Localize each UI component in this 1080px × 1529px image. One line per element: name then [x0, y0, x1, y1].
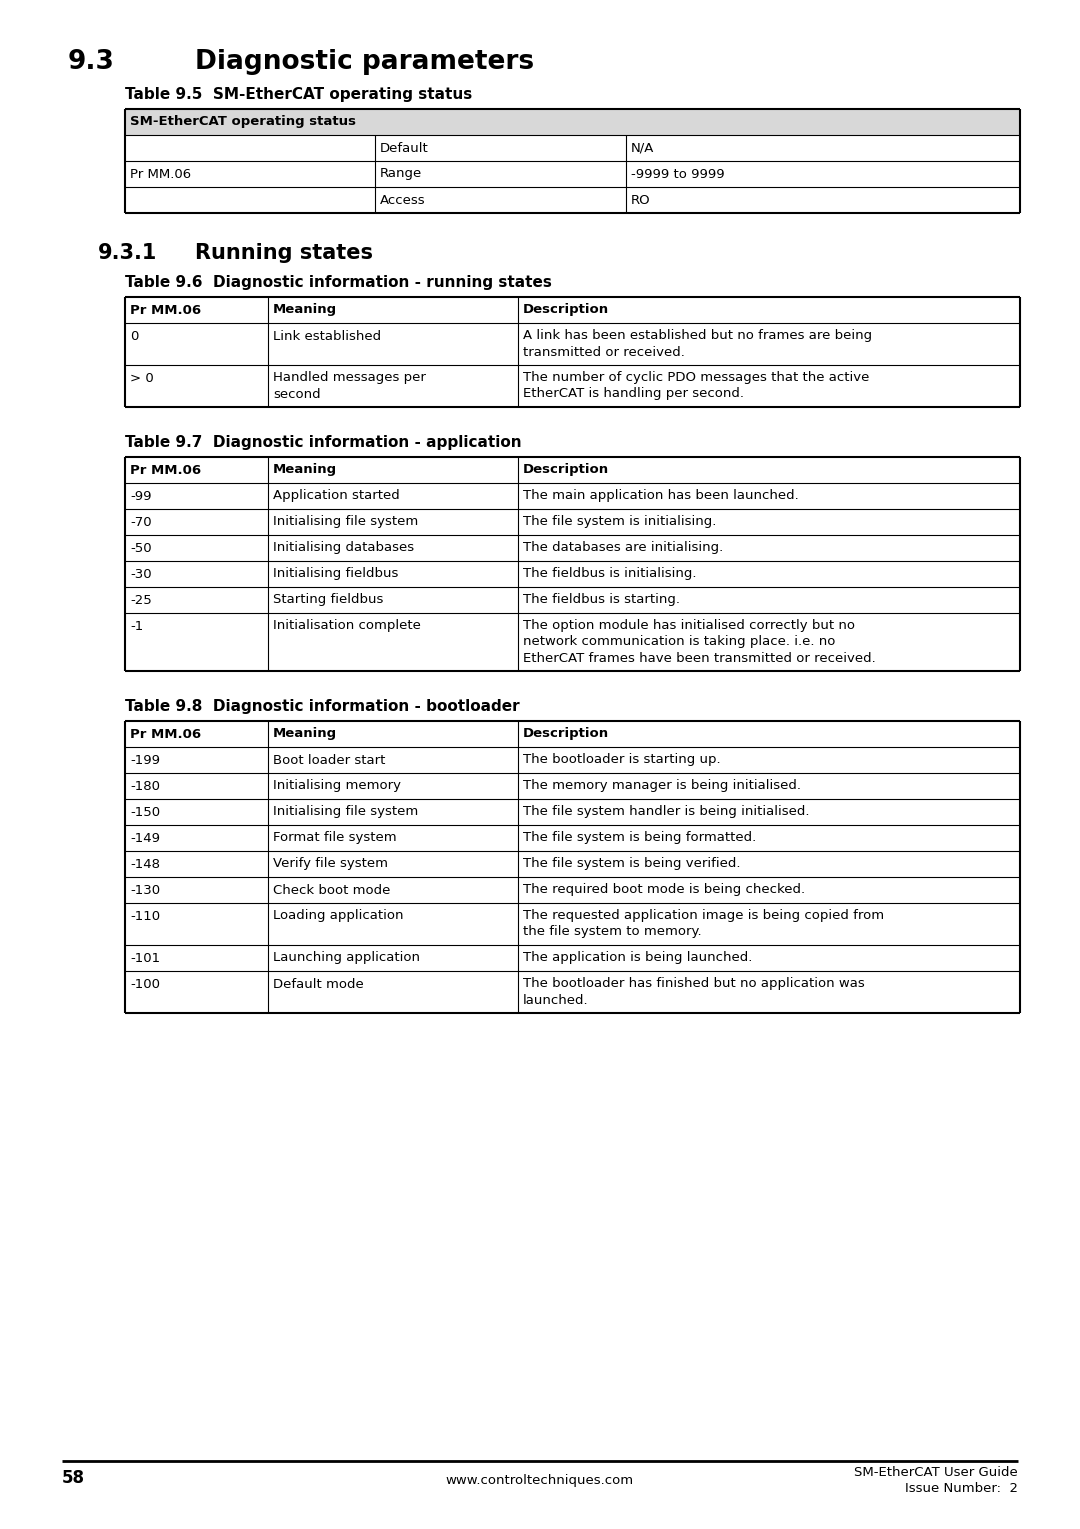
Text: -25: -25 — [130, 593, 152, 607]
Text: Table 9.8  Diagnostic information - bootloader: Table 9.8 Diagnostic information - bootl… — [125, 699, 519, 714]
Text: Description: Description — [523, 728, 609, 740]
Text: Initialising memory: Initialising memory — [273, 780, 401, 792]
Text: The databases are initialising.: The databases are initialising. — [523, 541, 724, 555]
Text: The option module has initialised correctly but no: The option module has initialised correc… — [523, 619, 855, 633]
Text: > 0: > 0 — [130, 372, 153, 384]
Text: The main application has been launched.: The main application has been launched. — [523, 489, 799, 503]
Text: Format file system: Format file system — [273, 832, 396, 844]
Text: -1: -1 — [130, 619, 144, 633]
Text: Description: Description — [523, 303, 609, 317]
Text: The bootloader has finished but no application was: The bootloader has finished but no appli… — [523, 977, 865, 991]
Text: second: second — [273, 387, 321, 401]
Text: EtherCAT is handling per second.: EtherCAT is handling per second. — [523, 387, 744, 401]
Text: N/A: N/A — [631, 142, 654, 154]
Text: the file system to memory.: the file system to memory. — [523, 925, 702, 939]
Text: Table 9.6  Diagnostic information - running states: Table 9.6 Diagnostic information - runni… — [125, 275, 552, 291]
Text: -101: -101 — [130, 951, 160, 965]
Text: Default mode: Default mode — [273, 977, 364, 991]
Text: Running states: Running states — [195, 243, 373, 263]
Text: -110: -110 — [130, 910, 160, 922]
Text: Diagnostic parameters: Diagnostic parameters — [195, 49, 535, 75]
Text: 58: 58 — [62, 1469, 85, 1488]
Text: Meaning: Meaning — [273, 728, 337, 740]
Text: Launching application: Launching application — [273, 951, 420, 965]
Text: The application is being launched.: The application is being launched. — [523, 951, 753, 965]
Text: www.controltechniques.com: www.controltechniques.com — [446, 1474, 634, 1488]
Text: transmitted or received.: transmitted or received. — [523, 346, 685, 358]
Text: -199: -199 — [130, 754, 160, 766]
Text: Initialising fieldbus: Initialising fieldbus — [273, 567, 399, 581]
Text: -100: -100 — [130, 977, 160, 991]
Text: -50: -50 — [130, 541, 151, 555]
Text: Handled messages per: Handled messages per — [273, 372, 426, 384]
Text: The fieldbus is starting.: The fieldbus is starting. — [523, 593, 680, 607]
Text: Issue Number:  2: Issue Number: 2 — [905, 1482, 1018, 1495]
Text: The required boot mode is being checked.: The required boot mode is being checked. — [523, 884, 805, 896]
Text: The memory manager is being initialised.: The memory manager is being initialised. — [523, 780, 801, 792]
Text: -99: -99 — [130, 489, 151, 503]
Text: Pr MM.06: Pr MM.06 — [130, 728, 201, 740]
Text: -130: -130 — [130, 884, 160, 896]
Text: Link established: Link established — [273, 330, 381, 342]
Text: -70: -70 — [130, 515, 151, 529]
Text: Default: Default — [380, 142, 429, 154]
Text: 0: 0 — [130, 330, 138, 342]
Text: Meaning: Meaning — [273, 463, 337, 477]
Text: The file system is initialising.: The file system is initialising. — [523, 515, 716, 529]
Text: Table 9.7  Diagnostic information - application: Table 9.7 Diagnostic information - appli… — [125, 434, 522, 450]
Text: Range: Range — [380, 168, 422, 180]
Text: Table 9.5  SM-EtherCAT operating status: Table 9.5 SM-EtherCAT operating status — [125, 87, 472, 102]
Bar — [125, 109, 1020, 135]
Text: The requested application image is being copied from: The requested application image is being… — [523, 910, 885, 922]
Text: Initialisation complete: Initialisation complete — [273, 619, 421, 633]
Text: Pr MM.06: Pr MM.06 — [130, 303, 201, 317]
Text: Loading application: Loading application — [273, 910, 404, 922]
Text: -30: -30 — [130, 567, 151, 581]
Text: Application started: Application started — [273, 489, 400, 503]
Text: Initialising file system: Initialising file system — [273, 515, 418, 529]
Text: Starting fieldbus: Starting fieldbus — [273, 593, 383, 607]
Text: Pr MM.06: Pr MM.06 — [130, 168, 191, 180]
Text: -180: -180 — [130, 780, 160, 792]
Text: The file system handler is being initialised.: The file system handler is being initial… — [523, 806, 810, 818]
Text: RO: RO — [631, 194, 650, 206]
Text: -150: -150 — [130, 806, 160, 818]
Text: 9.3: 9.3 — [68, 49, 114, 75]
Text: -9999 to 9999: -9999 to 9999 — [631, 168, 725, 180]
Text: 9.3.1: 9.3.1 — [98, 243, 158, 263]
Text: The fieldbus is initialising.: The fieldbus is initialising. — [523, 567, 697, 581]
Text: Boot loader start: Boot loader start — [273, 754, 386, 766]
Text: A link has been established but no frames are being: A link has been established but no frame… — [523, 330, 873, 342]
Text: Pr MM.06: Pr MM.06 — [130, 463, 201, 477]
Text: Initialising file system: Initialising file system — [273, 806, 418, 818]
Text: launched.: launched. — [523, 994, 589, 1006]
Text: Initialising databases: Initialising databases — [273, 541, 414, 555]
Text: Meaning: Meaning — [273, 303, 337, 317]
Text: -148: -148 — [130, 858, 160, 870]
Text: Check boot mode: Check boot mode — [273, 884, 390, 896]
Text: The file system is being formatted.: The file system is being formatted. — [523, 832, 756, 844]
Text: SM-EtherCAT operating status: SM-EtherCAT operating status — [130, 116, 356, 128]
Text: network communication is taking place. i.e. no: network communication is taking place. i… — [523, 636, 835, 648]
Text: The number of cyclic PDO messages that the active: The number of cyclic PDO messages that t… — [523, 372, 869, 384]
Text: SM-EtherCAT User Guide: SM-EtherCAT User Guide — [854, 1466, 1018, 1479]
Text: Verify file system: Verify file system — [273, 858, 388, 870]
Text: The bootloader is starting up.: The bootloader is starting up. — [523, 754, 720, 766]
Text: The file system is being verified.: The file system is being verified. — [523, 858, 741, 870]
Text: Access: Access — [380, 194, 426, 206]
Text: Description: Description — [523, 463, 609, 477]
Text: EtherCAT frames have been transmitted or received.: EtherCAT frames have been transmitted or… — [523, 651, 876, 665]
Text: -149: -149 — [130, 832, 160, 844]
